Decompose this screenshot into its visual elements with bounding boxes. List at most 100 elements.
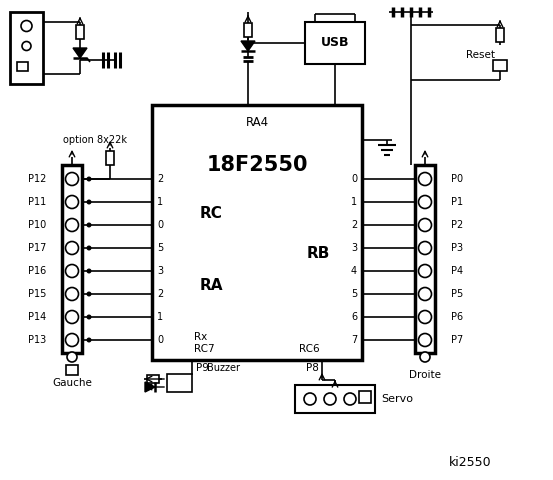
Text: P11: P11	[28, 197, 46, 207]
Text: Reset: Reset	[466, 50, 495, 60]
Text: 3: 3	[157, 266, 163, 276]
Circle shape	[21, 21, 32, 32]
Polygon shape	[73, 48, 87, 58]
Circle shape	[22, 41, 31, 50]
Text: RB: RB	[307, 245, 330, 261]
Text: 4: 4	[351, 266, 357, 276]
Circle shape	[420, 352, 430, 362]
Circle shape	[86, 337, 91, 343]
Text: Gauche: Gauche	[52, 378, 92, 388]
Text: P12: P12	[28, 174, 46, 184]
Text: P1: P1	[451, 197, 463, 207]
Text: P9: P9	[196, 363, 208, 373]
Circle shape	[419, 264, 431, 277]
Text: RC7: RC7	[194, 344, 215, 354]
Circle shape	[419, 195, 431, 208]
Text: Buzzer: Buzzer	[207, 363, 240, 373]
Text: 0: 0	[157, 335, 163, 345]
Text: USB: USB	[321, 36, 349, 49]
Circle shape	[419, 311, 431, 324]
Text: 2: 2	[351, 220, 357, 230]
Text: option 8x22k: option 8x22k	[63, 135, 127, 145]
Circle shape	[65, 172, 79, 185]
Text: P0: P0	[451, 174, 463, 184]
Text: P7: P7	[451, 335, 463, 345]
Bar	[152, 105, 362, 360]
Text: 1: 1	[157, 197, 163, 207]
Bar	[66, 365, 78, 375]
Circle shape	[65, 264, 79, 277]
Circle shape	[65, 288, 79, 300]
Bar	[496, 28, 504, 42]
Circle shape	[304, 393, 316, 405]
Circle shape	[419, 218, 431, 231]
Bar	[493, 60, 507, 71]
Text: 1: 1	[351, 197, 357, 207]
Circle shape	[344, 393, 356, 405]
Text: P3: P3	[451, 243, 463, 253]
Polygon shape	[145, 382, 155, 392]
Bar	[76, 25, 84, 39]
Circle shape	[65, 311, 79, 324]
Circle shape	[324, 393, 336, 405]
Bar	[359, 391, 371, 403]
Bar	[17, 62, 28, 71]
Text: 5: 5	[351, 289, 357, 299]
Polygon shape	[241, 41, 255, 51]
Circle shape	[86, 268, 91, 274]
Text: 3: 3	[351, 243, 357, 253]
Circle shape	[86, 245, 91, 251]
Bar	[244, 23, 252, 37]
Bar	[295, 385, 375, 413]
Text: 5: 5	[157, 243, 163, 253]
Bar	[106, 151, 114, 165]
Text: RA4: RA4	[246, 117, 269, 130]
Text: ki2550: ki2550	[448, 456, 491, 468]
Circle shape	[419, 241, 431, 254]
Text: P16: P16	[28, 266, 46, 276]
Bar	[167, 374, 192, 392]
Text: 0: 0	[157, 220, 163, 230]
Text: RA: RA	[200, 277, 223, 292]
Bar	[305, 22, 365, 64]
Bar	[10, 12, 43, 84]
Text: Droite: Droite	[409, 370, 441, 380]
Bar	[415, 165, 435, 353]
Circle shape	[67, 352, 77, 362]
Text: 1: 1	[157, 312, 163, 322]
Circle shape	[65, 334, 79, 347]
Text: 2: 2	[157, 174, 163, 184]
Bar	[147, 375, 159, 383]
Circle shape	[65, 241, 79, 254]
Text: Rx: Rx	[194, 332, 207, 342]
Circle shape	[419, 288, 431, 300]
Text: 0: 0	[351, 174, 357, 184]
Text: P10: P10	[28, 220, 46, 230]
Text: RC6: RC6	[299, 344, 320, 354]
Text: P6: P6	[451, 312, 463, 322]
Text: P8: P8	[306, 363, 319, 373]
Bar	[62, 165, 82, 353]
Text: 7: 7	[351, 335, 357, 345]
Text: RC: RC	[200, 205, 223, 220]
Text: P13: P13	[28, 335, 46, 345]
Circle shape	[86, 200, 91, 204]
Text: P5: P5	[451, 289, 463, 299]
Text: P14: P14	[28, 312, 46, 322]
Text: P15: P15	[28, 289, 46, 299]
Circle shape	[86, 223, 91, 228]
Text: 2: 2	[157, 289, 163, 299]
Circle shape	[86, 177, 91, 181]
Text: P17: P17	[28, 243, 46, 253]
Circle shape	[419, 172, 431, 185]
Text: 6: 6	[351, 312, 357, 322]
Circle shape	[65, 218, 79, 231]
Circle shape	[419, 334, 431, 347]
Text: P2: P2	[451, 220, 463, 230]
Circle shape	[65, 195, 79, 208]
Text: Servo: Servo	[381, 394, 413, 404]
Circle shape	[86, 291, 91, 297]
Text: 18F2550: 18F2550	[206, 155, 308, 175]
Circle shape	[86, 314, 91, 320]
Text: P4: P4	[451, 266, 463, 276]
